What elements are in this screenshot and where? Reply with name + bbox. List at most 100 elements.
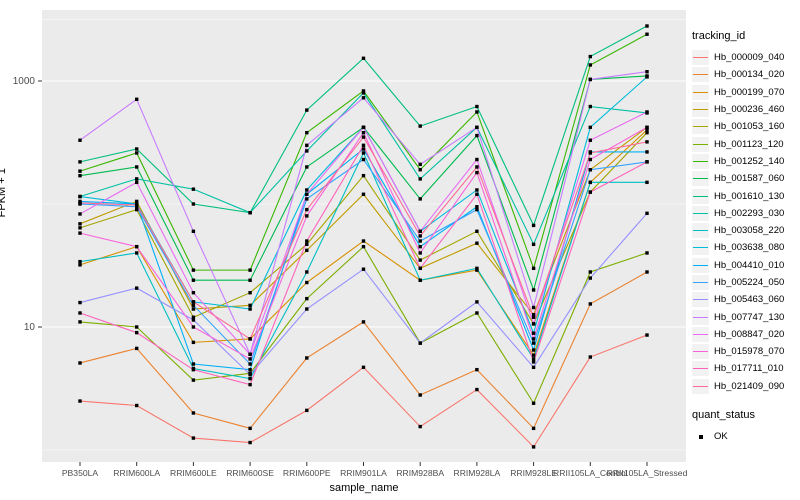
data-point — [645, 128, 649, 132]
data-point — [248, 440, 252, 445]
legend-item-Hb_000009_040: Hb_000009_040 — [692, 49, 800, 66]
legend-key-line — [693, 333, 708, 335]
data-point — [78, 399, 82, 403]
data-point — [361, 365, 366, 370]
data-point — [588, 270, 592, 274]
data-point — [645, 70, 649, 74]
line-swatch-icon — [692, 153, 709, 169]
data-point — [361, 91, 366, 95]
data-point — [588, 54, 592, 59]
data-point — [531, 357, 536, 361]
x-tick-label: RRIM928LA — [453, 468, 500, 478]
legend-item-Hb_007747_130: Hb_007747_130 — [692, 308, 800, 325]
legend-key-line — [693, 247, 708, 249]
data-point — [191, 325, 196, 329]
data-point — [588, 138, 592, 142]
line-swatch-icon — [692, 344, 709, 360]
data-point — [78, 231, 82, 235]
data-point — [588, 168, 592, 172]
data-point — [191, 202, 196, 206]
data-point — [531, 266, 536, 271]
data-point — [531, 353, 536, 357]
legend-item-Hb_021409_090: Hb_021409_090 — [692, 378, 800, 395]
legend-item-label: Hb_000134_020 — [714, 69, 785, 81]
legend-item-Hb_015978_070: Hb_015978_070 — [692, 343, 800, 360]
legend-key-line — [693, 264, 708, 266]
data-point — [418, 278, 422, 282]
legend-item-label: Hb_000009_040 — [714, 52, 785, 64]
data-point — [418, 168, 422, 172]
legend-item-Hb_000199_070: Hb_000199_070 — [692, 84, 800, 101]
data-point — [588, 355, 592, 359]
line-swatch-icon — [692, 275, 709, 290]
data-point — [191, 340, 196, 345]
legend-key-line — [693, 109, 708, 111]
line-swatch-icon — [692, 257, 709, 273]
line-swatch-icon — [692, 240, 709, 256]
line-swatch-icon — [692, 119, 709, 135]
line-swatch-icon — [692, 309, 709, 325]
data-point — [248, 337, 252, 341]
legend-item-Hb_005463_060: Hb_005463_060 — [692, 291, 800, 308]
data-point — [531, 445, 536, 449]
data-point — [645, 251, 649, 255]
data-point — [248, 357, 252, 361]
data-point — [248, 362, 252, 366]
legend-item-Hb_004410_010: Hb_004410_010 — [692, 257, 800, 274]
legend-key-line — [693, 74, 708, 76]
legend-key-line — [693, 126, 708, 128]
legend-key-line — [693, 368, 708, 370]
data-point — [475, 367, 479, 372]
data-point — [645, 75, 649, 79]
data-point — [305, 307, 309, 311]
data-point — [645, 140, 649, 144]
data-point — [78, 169, 82, 173]
data-point — [305, 270, 309, 274]
legend-item-label: Hb_004410_010 — [714, 259, 785, 271]
point-marker-icon — [698, 434, 703, 439]
data-point — [475, 188, 479, 192]
data-point — [191, 278, 196, 282]
data-point — [588, 104, 592, 109]
data-point — [418, 258, 422, 262]
data-point — [588, 125, 592, 130]
legend-item-Hb_001053_160: Hb_001053_160 — [692, 118, 800, 135]
line-swatch-icon — [692, 223, 709, 239]
data-point — [531, 312, 536, 317]
legend-item-Hb_003638_080: Hb_003638_080 — [692, 239, 800, 256]
legend-item-label: Hb_001123_120 — [714, 138, 784, 150]
data-point — [78, 201, 82, 205]
data-point — [361, 125, 366, 130]
data-point — [78, 173, 82, 178]
data-point — [248, 426, 252, 431]
data-point — [305, 280, 309, 285]
data-point — [305, 408, 309, 413]
data-point — [475, 229, 479, 233]
data-point — [248, 372, 252, 377]
legend-key-line — [693, 351, 708, 353]
data-point — [645, 130, 649, 135]
data-point — [191, 291, 196, 295]
data-point — [305, 214, 309, 218]
data-point — [78, 300, 82, 305]
data-point — [418, 424, 422, 429]
legend-item-label: OK — [714, 431, 728, 443]
data-point — [418, 162, 422, 167]
data-point — [475, 205, 479, 209]
legend-key-line — [693, 316, 708, 318]
data-point — [531, 365, 536, 370]
data-point — [361, 89, 366, 93]
legend-item-label: Hb_003058_220 — [714, 225, 785, 237]
data-point — [531, 401, 536, 405]
data-point — [645, 24, 649, 28]
data-point — [135, 203, 139, 207]
data-point — [531, 315, 536, 319]
data-point — [531, 288, 536, 292]
data-point — [475, 165, 479, 169]
data-point — [475, 125, 479, 130]
data-point — [531, 242, 536, 247]
data-point — [78, 226, 82, 230]
data-point — [191, 307, 196, 311]
data-point — [78, 222, 82, 226]
